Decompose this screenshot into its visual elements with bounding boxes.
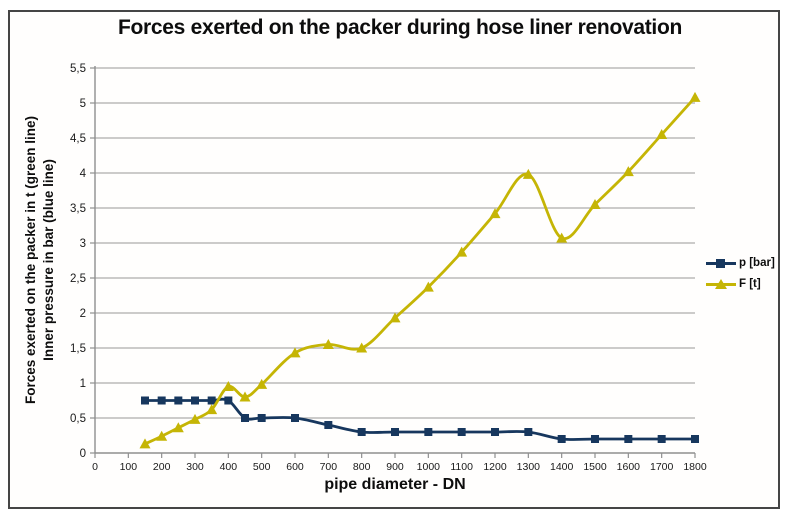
x-tick-label: 800 bbox=[353, 461, 371, 473]
y-tick-label: 0,5 bbox=[70, 413, 86, 425]
y-tick-label: 2,5 bbox=[70, 273, 86, 285]
series-line-0 bbox=[143, 397, 697, 441]
triangle-marker-icon bbox=[456, 246, 468, 257]
x-tick-label: 400 bbox=[220, 461, 238, 473]
legend-item-p-bar: p [bar] bbox=[706, 257, 775, 269]
triangle-marker-icon bbox=[156, 430, 168, 441]
series-line-1 bbox=[143, 96, 697, 446]
x-tick-label: 600 bbox=[286, 461, 304, 473]
x-tick-label: 1500 bbox=[583, 461, 607, 473]
legend-item-f-t: F [t] bbox=[706, 278, 775, 290]
square-marker-icon bbox=[357, 428, 366, 436]
square-marker-icon bbox=[691, 435, 699, 443]
triangle-marker-icon bbox=[556, 232, 568, 243]
x-tick-label: 1700 bbox=[650, 461, 674, 473]
chart-frame bbox=[8, 10, 780, 509]
x-tick-label: 1200 bbox=[483, 461, 507, 473]
x-tick-label: 500 bbox=[253, 461, 271, 473]
x-tick-label: 1800 bbox=[683, 461, 707, 473]
triangle-marker-icon bbox=[389, 312, 401, 323]
square-marker-icon bbox=[241, 414, 249, 422]
legend-label-f-t: F [t] bbox=[739, 278, 761, 290]
legend: p [bar] F [t] bbox=[706, 257, 775, 290]
y-axis-label-line1: Forces exerted on the packer in t (green… bbox=[22, 115, 38, 405]
triangle-marker-icon bbox=[222, 381, 234, 391]
square-marker-icon bbox=[224, 396, 233, 405]
square-marker-icon bbox=[624, 435, 633, 443]
x-tick-label: 1400 bbox=[550, 461, 574, 473]
square-marker-icon bbox=[491, 428, 499, 436]
x-tick-label: 1600 bbox=[617, 461, 641, 473]
y-axis-label-line2: Inner pressure in bar (blue line) bbox=[41, 159, 56, 361]
triangle-marker-icon bbox=[322, 339, 334, 349]
x-tick-label: 1100 bbox=[450, 461, 473, 473]
legend-label-p-bar: p [bar] bbox=[739, 257, 775, 269]
x-tick-label: 300 bbox=[186, 461, 204, 473]
square-marker-icon bbox=[324, 421, 333, 429]
triangle-marker-icon bbox=[689, 91, 701, 102]
square-marker-icon bbox=[716, 259, 725, 268]
legend-swatch-p-bar bbox=[706, 257, 736, 269]
square-marker-icon bbox=[457, 428, 466, 436]
x-tick-label: 700 bbox=[320, 461, 338, 473]
triangle-marker-icon bbox=[422, 281, 434, 292]
square-marker-icon bbox=[174, 396, 183, 405]
square-marker-icon bbox=[157, 396, 166, 405]
triangle-marker-icon bbox=[522, 168, 534, 179]
x-tick-label: 1300 bbox=[517, 461, 541, 473]
chart-title: Forces exerted on the packer during hose… bbox=[117, 16, 683, 39]
square-marker-icon bbox=[657, 435, 666, 443]
square-marker-icon bbox=[291, 414, 299, 422]
y-tick-label: 4,5 bbox=[70, 133, 86, 145]
x-tick-label: 1000 bbox=[417, 461, 441, 473]
y-tick-label: 5 bbox=[80, 98, 86, 110]
y-tick-label: 3 bbox=[80, 238, 86, 250]
x-tick-label: 200 bbox=[153, 461, 171, 473]
square-marker-icon bbox=[257, 414, 266, 422]
triangle-marker-icon bbox=[189, 413, 201, 424]
square-marker-icon bbox=[557, 435, 566, 443]
triangle-marker-icon bbox=[489, 208, 501, 219]
triangle-marker-icon bbox=[589, 199, 601, 209]
triangle-marker-icon bbox=[256, 378, 268, 389]
legend-swatch-f-t bbox=[706, 278, 736, 290]
y-tick-label: 2 bbox=[80, 308, 86, 320]
y-tick-label: 3,5 bbox=[70, 203, 86, 215]
triangle-marker-icon bbox=[206, 404, 218, 415]
square-marker-icon bbox=[424, 428, 433, 436]
y-tick-label: 4 bbox=[80, 168, 87, 180]
y-tick-label: 0 bbox=[80, 448, 86, 460]
square-marker-icon bbox=[141, 396, 149, 405]
triangle-marker-icon bbox=[239, 391, 251, 402]
triangle-marker-icon bbox=[172, 422, 184, 433]
square-marker-icon bbox=[191, 396, 199, 405]
triangle-marker-icon bbox=[356, 342, 368, 353]
y-tick-label: 5,5 bbox=[70, 63, 86, 75]
square-marker-icon bbox=[207, 396, 216, 405]
x-tick-label: 100 bbox=[120, 461, 138, 473]
y-axis-label: Forces exerted on the packer in t (green… bbox=[22, 60, 58, 460]
x-axis-label: pipe diameter - DN bbox=[324, 476, 466, 493]
triangle-marker-icon bbox=[715, 279, 727, 289]
x-tick-label: 900 bbox=[386, 461, 404, 473]
triangle-marker-icon bbox=[622, 166, 634, 177]
y-tick-label: 1 bbox=[80, 378, 86, 390]
triangle-marker-icon bbox=[289, 347, 301, 358]
y-tick-label: 1,5 bbox=[70, 343, 86, 355]
square-marker-icon bbox=[391, 428, 399, 436]
triangle-marker-icon bbox=[656, 129, 668, 139]
square-marker-icon bbox=[591, 435, 599, 443]
triangle-marker-icon bbox=[139, 438, 151, 449]
square-marker-icon bbox=[524, 428, 533, 436]
x-tick-label: 0 bbox=[92, 461, 98, 473]
